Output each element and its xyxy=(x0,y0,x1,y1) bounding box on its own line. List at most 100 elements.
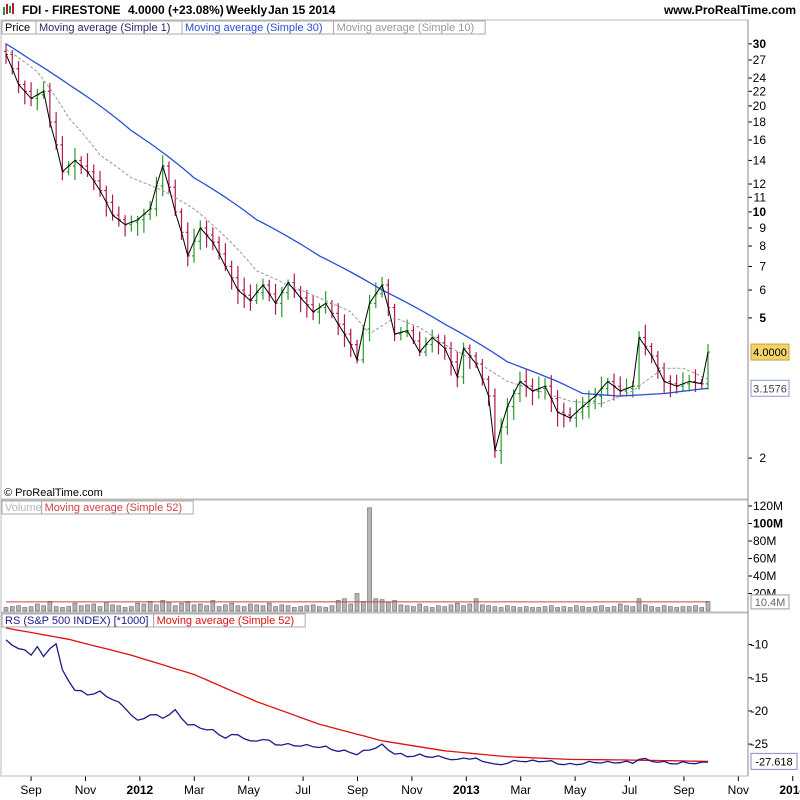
price-bar xyxy=(517,371,522,403)
time-tick-label: 2013 xyxy=(453,783,480,797)
volume-bar xyxy=(436,605,441,612)
volume-bar xyxy=(172,605,178,612)
volume-bar xyxy=(549,605,554,612)
price-bar xyxy=(398,326,403,341)
volume-bar xyxy=(417,603,422,612)
price-tick-label: 30 xyxy=(753,37,767,51)
volume-bar xyxy=(16,605,21,612)
volume-bar xyxy=(586,607,592,612)
price-bar xyxy=(29,82,34,107)
volume-bar xyxy=(523,606,529,612)
price-bar xyxy=(668,375,673,398)
volume-bar xyxy=(486,605,491,612)
rs-tick-label: -15 xyxy=(751,671,769,685)
price-bar xyxy=(129,215,134,232)
price-bar xyxy=(599,376,604,408)
volume-bar xyxy=(53,606,59,612)
volume-tick-label: 80M xyxy=(753,534,776,548)
volume-bar xyxy=(574,605,579,612)
volume-bar xyxy=(335,600,341,612)
site-label[interactable]: www.ProRealTime.com xyxy=(663,3,796,17)
price-tick-label: 2 xyxy=(759,451,766,465)
volume-bar xyxy=(699,607,705,612)
volume-bar xyxy=(72,602,78,612)
volume-panel: Volume Moving average (Simple 52) xyxy=(0,499,749,613)
volume-bar xyxy=(480,604,485,612)
legend-label: Price xyxy=(5,22,30,34)
volume-bar xyxy=(555,607,560,612)
legend-label: Moving average (Simple 30) xyxy=(185,22,323,34)
time-tick-label: Nov xyxy=(728,783,749,797)
price-tick-label: 8 xyxy=(759,239,766,253)
volume-bar xyxy=(273,606,278,612)
volume-bar xyxy=(693,605,698,612)
price-bar xyxy=(405,319,410,337)
volume-bar xyxy=(498,607,504,612)
volume-bar xyxy=(210,600,216,612)
volume-bar xyxy=(91,603,97,612)
symbol-title: FDI - FIRESTONE xyxy=(22,3,120,17)
legend-box xyxy=(41,500,194,515)
volume-bar xyxy=(78,605,84,612)
rs-tick-label: -20 xyxy=(751,704,769,718)
price-bar xyxy=(91,164,96,191)
price-bar xyxy=(242,277,247,309)
price-bar xyxy=(605,377,610,396)
volume-bar xyxy=(429,607,435,612)
price-bar xyxy=(486,375,491,406)
price-bar xyxy=(568,407,573,422)
volume-bar xyxy=(423,606,429,612)
price-bar xyxy=(674,374,679,394)
volume-bar xyxy=(643,604,648,612)
price-bar xyxy=(185,222,190,267)
volume-bar xyxy=(97,606,103,612)
volume-bar xyxy=(141,603,147,612)
price-bar xyxy=(323,291,328,314)
time-tick-label: Nov xyxy=(75,783,96,797)
last-price-tag xyxy=(750,343,790,361)
volume-bar xyxy=(705,601,711,612)
price-tick-label: 18 xyxy=(753,115,767,129)
volume-bar xyxy=(505,605,510,612)
volume-bar xyxy=(22,607,28,612)
rs-tick-label: -10 xyxy=(751,638,769,652)
volume-bar xyxy=(448,604,454,612)
volume-bar xyxy=(185,601,191,612)
volume-bar xyxy=(41,605,46,612)
date-label: Jan 15 2014 xyxy=(268,3,336,17)
price-tick-label: 11 xyxy=(754,190,767,204)
price-tick-label: 7 xyxy=(759,259,766,273)
volume-bar xyxy=(398,604,404,612)
volume-bar xyxy=(467,603,473,612)
price-tick-label: 5 xyxy=(759,311,766,325)
price-bar xyxy=(179,208,184,240)
volume-bar xyxy=(542,606,548,612)
volume-bar xyxy=(580,606,585,612)
volume-bar xyxy=(9,606,15,612)
volume-bar xyxy=(298,606,303,612)
volume-bar xyxy=(135,602,140,612)
price-bar xyxy=(386,279,391,317)
volume-bar xyxy=(154,604,159,612)
volume-bar xyxy=(160,600,165,612)
volume-tick-label: 40M xyxy=(753,569,776,583)
volume-ma-label: 10.4M xyxy=(755,597,786,609)
quote-value: 4.0000 (+23.08%) xyxy=(128,3,224,17)
price-bar xyxy=(260,278,265,300)
volume-bar xyxy=(229,602,234,612)
volume-bar xyxy=(198,603,203,612)
price-bar xyxy=(116,206,121,227)
rs-panel-frame xyxy=(0,612,749,777)
volume-bar xyxy=(254,604,260,612)
volume-bar xyxy=(599,605,604,612)
volume-bar xyxy=(386,601,391,612)
volume-bar xyxy=(204,605,209,612)
price-panel: Price Moving average (Simple 1) Moving ave… xyxy=(0,19,749,500)
time-tick-label: Nov xyxy=(401,783,422,797)
volume-bar xyxy=(454,602,460,612)
volume-bar xyxy=(116,605,122,612)
volume-bar xyxy=(360,601,366,612)
price-bar xyxy=(392,303,397,342)
legend-label: Moving average (Simple 52) xyxy=(157,615,295,627)
time-tick-label: Jul xyxy=(622,783,637,797)
